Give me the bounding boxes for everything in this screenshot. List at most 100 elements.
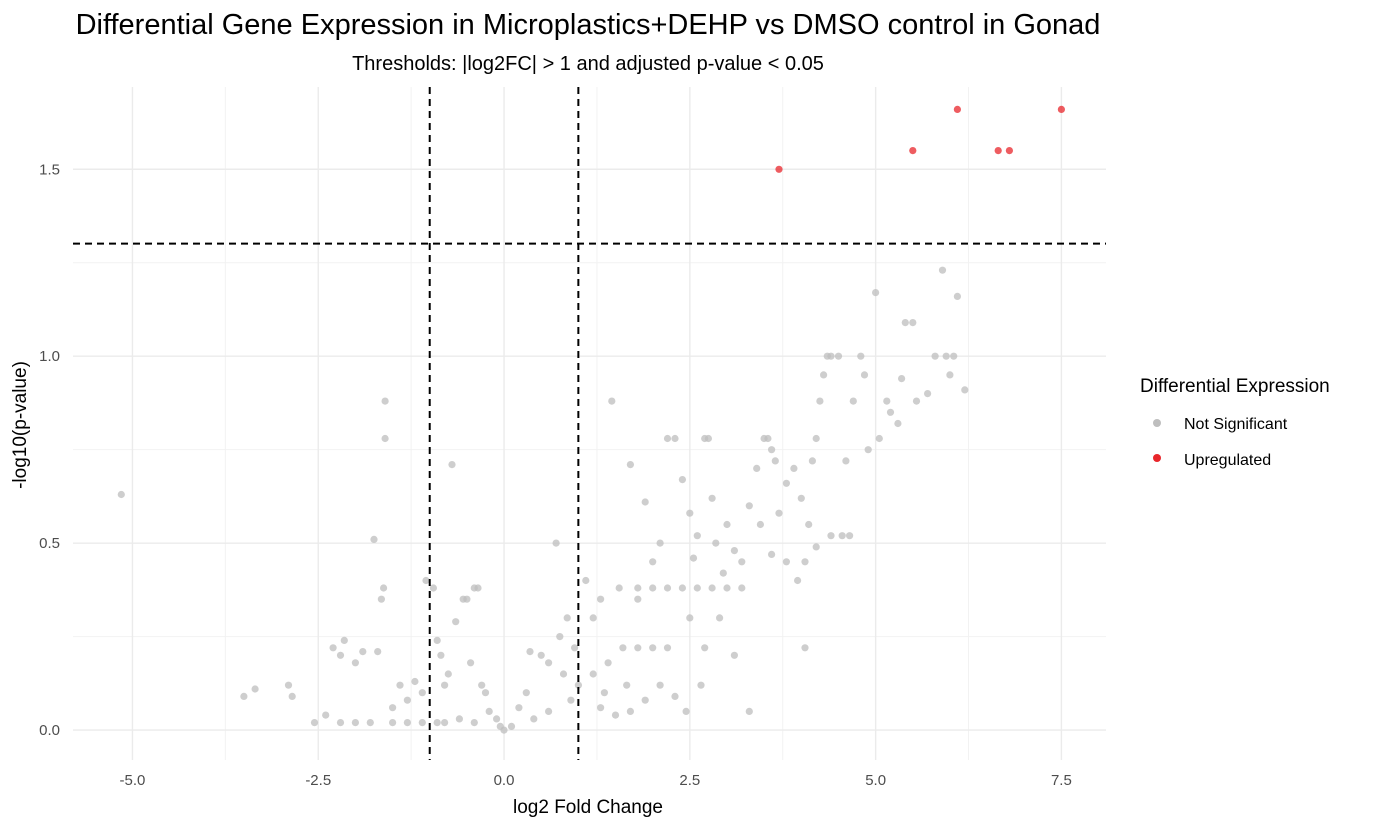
x-axis-title: log2 Fold Change bbox=[513, 797, 663, 818]
point-not-significant bbox=[701, 644, 709, 652]
point-not-significant bbox=[582, 576, 590, 585]
point-not-significant bbox=[649, 584, 657, 592]
point-not-significant bbox=[322, 711, 330, 719]
point-not-significant bbox=[545, 659, 553, 667]
point-not-significant bbox=[768, 550, 776, 559]
point-not-significant bbox=[738, 584, 746, 592]
point-not-significant bbox=[697, 681, 705, 689]
point-not-significant bbox=[663, 644, 672, 652]
point-not-significant bbox=[377, 595, 385, 603]
point-not-significant bbox=[678, 584, 687, 592]
point-not-significant bbox=[463, 595, 471, 603]
point-not-significant bbox=[567, 696, 575, 704]
grid-lines bbox=[73, 87, 1106, 760]
point-not-significant bbox=[441, 719, 449, 727]
point-upregulated bbox=[994, 147, 1002, 155]
point-not-significant bbox=[768, 446, 776, 454]
point-not-significant bbox=[898, 375, 906, 383]
y-tick-label: 1.5 bbox=[39, 161, 60, 178]
point-not-significant bbox=[366, 719, 374, 727]
point-not-significant bbox=[493, 715, 501, 723]
point-not-significant bbox=[433, 636, 441, 645]
point-not-significant bbox=[649, 644, 657, 652]
point-not-significant bbox=[708, 584, 716, 592]
point-not-significant bbox=[422, 576, 430, 585]
y-tick-label: 0.5 bbox=[39, 535, 60, 552]
point-not-significant bbox=[526, 648, 534, 656]
data-points bbox=[117, 105, 1065, 734]
point-not-significant bbox=[686, 509, 694, 517]
point-not-significant bbox=[448, 461, 456, 469]
point-not-significant bbox=[496, 722, 504, 731]
point-not-significant bbox=[441, 681, 449, 689]
point-not-significant bbox=[693, 584, 701, 592]
point-not-significant bbox=[704, 434, 713, 443]
axis-ticks: -5.0 -2.5 0.0 2.5 5.0 7.5 0.0 0.5 1.0 1.5 bbox=[39, 161, 1072, 789]
legend-swatch-upregulated bbox=[1153, 454, 1161, 462]
point-not-significant bbox=[686, 614, 694, 622]
point-not-significant bbox=[838, 532, 846, 540]
point-not-significant bbox=[834, 352, 843, 360]
point-upregulated bbox=[909, 147, 917, 155]
point-not-significant bbox=[411, 677, 419, 686]
point-not-significant bbox=[912, 397, 921, 405]
point-not-significant bbox=[604, 659, 612, 667]
point-not-significant bbox=[589, 614, 597, 622]
chart-subtitle: Thresholds: |log2FC| > 1 and adjusted p-… bbox=[352, 53, 824, 75]
point-not-significant bbox=[924, 390, 932, 398]
point-not-significant bbox=[634, 584, 642, 592]
x-tick-label: -2.5 bbox=[305, 772, 331, 789]
point-not-significant bbox=[771, 457, 779, 465]
point-not-significant bbox=[901, 319, 909, 327]
point-upregulated bbox=[1057, 105, 1065, 113]
point-not-significant bbox=[946, 371, 954, 379]
point-not-significant bbox=[797, 494, 805, 502]
x-tick-label: 0.0 bbox=[494, 772, 515, 789]
point-not-significant bbox=[842, 457, 850, 465]
point-not-significant bbox=[857, 352, 865, 360]
point-not-significant bbox=[389, 719, 397, 727]
point-not-significant bbox=[716, 614, 724, 622]
point-not-significant bbox=[251, 685, 259, 693]
point-not-significant bbox=[671, 434, 679, 443]
legend-label-upregulated: Upregulated bbox=[1184, 452, 1271, 469]
point-not-significant bbox=[649, 558, 657, 566]
point-not-significant bbox=[875, 434, 883, 443]
point-upregulated bbox=[775, 165, 783, 173]
point-not-significant bbox=[641, 696, 649, 704]
point-not-significant bbox=[812, 434, 820, 443]
point-not-significant bbox=[961, 386, 969, 394]
point-not-significant bbox=[615, 584, 623, 592]
y-tick-label: 1.0 bbox=[39, 348, 60, 365]
point-not-significant bbox=[597, 595, 605, 603]
point-not-significant bbox=[745, 502, 753, 510]
point-not-significant bbox=[656, 681, 664, 689]
point-not-significant bbox=[329, 644, 337, 652]
point-not-significant bbox=[481, 689, 490, 697]
point-not-significant bbox=[310, 719, 319, 727]
point-not-significant bbox=[812, 543, 820, 551]
point-not-significant bbox=[381, 397, 389, 405]
point-upregulated bbox=[953, 105, 962, 113]
point-not-significant bbox=[117, 490, 125, 499]
point-not-significant bbox=[437, 651, 445, 659]
point-not-significant bbox=[931, 352, 939, 360]
point-not-significant bbox=[623, 681, 631, 689]
point-not-significant bbox=[712, 539, 720, 547]
point-not-significant bbox=[619, 644, 627, 652]
point-not-significant bbox=[340, 636, 348, 645]
point-not-significant bbox=[719, 569, 727, 577]
point-not-significant bbox=[872, 289, 880, 297]
point-not-significant bbox=[782, 558, 791, 566]
point-not-significant bbox=[846, 532, 854, 540]
point-not-significant bbox=[389, 704, 397, 712]
point-not-significant bbox=[753, 464, 761, 472]
x-tick-label: -5.0 bbox=[120, 772, 146, 789]
point-not-significant bbox=[938, 266, 947, 274]
point-not-significant bbox=[537, 651, 545, 659]
point-not-significant bbox=[634, 595, 642, 603]
point-not-significant bbox=[380, 584, 388, 592]
point-not-significant bbox=[886, 408, 895, 416]
point-not-significant bbox=[782, 479, 791, 487]
